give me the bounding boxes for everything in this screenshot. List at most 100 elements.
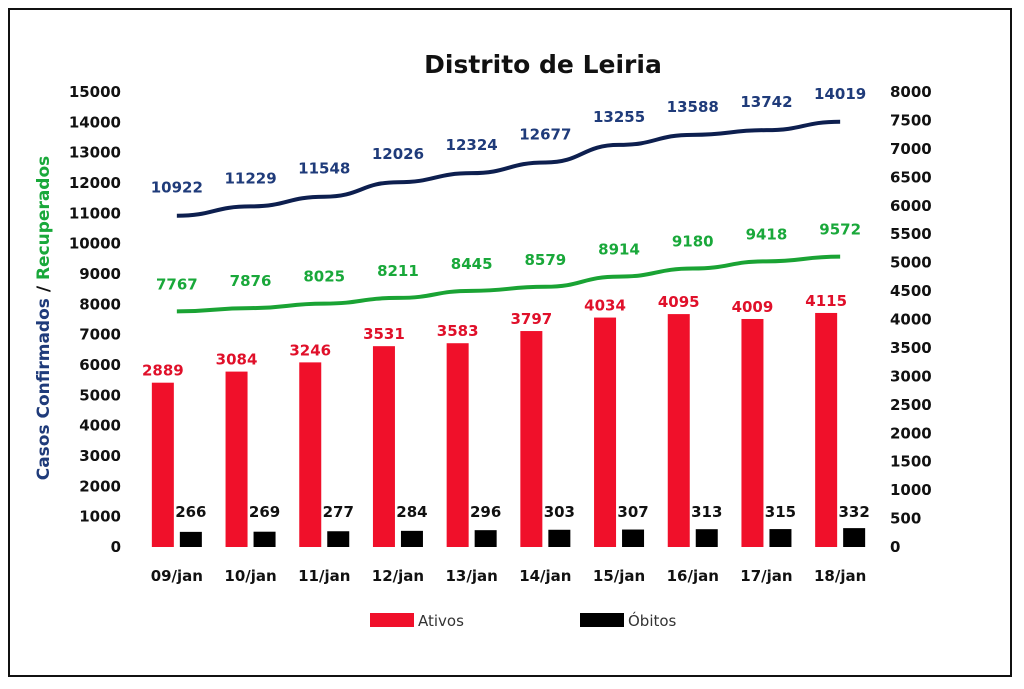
- bar-ativos: [594, 317, 617, 547]
- right-tick-label: 500: [890, 510, 921, 528]
- data-label-recuperados: 8445: [451, 255, 493, 273]
- left-tick-label: 2000: [79, 477, 121, 495]
- data-label-obitos: 315: [765, 503, 796, 521]
- bar-ativos: [520, 331, 543, 547]
- data-label-casos-confirmados: 11229: [224, 169, 276, 187]
- data-label-obitos: 277: [323, 503, 354, 521]
- data-label-obitos: 269: [249, 503, 280, 521]
- left-y-axis: 0 1000 2000 3000 4000 5000 6000 7000 8000 9000 100…: [69, 83, 121, 556]
- right-tick-label: 6500: [890, 168, 932, 186]
- bar-obitos: [622, 529, 645, 547]
- line-recuperados: [176, 254, 841, 314]
- y-axis-label-part: Recuperados: [34, 156, 54, 280]
- bar-ativos: [372, 346, 395, 547]
- left-tick-label: 14000: [69, 113, 121, 131]
- x-category-label: 12/jan: [372, 567, 424, 585]
- right-tick-label: 4000: [890, 311, 932, 329]
- left-tick-label: 13000: [69, 144, 121, 162]
- bar-obitos: [695, 529, 718, 547]
- bar-ativos: [225, 371, 248, 547]
- left-tick-label: 8000: [79, 295, 121, 313]
- right-tick-label: 1500: [890, 453, 932, 471]
- bar-obitos: [179, 531, 202, 547]
- right-tick-label: 7500: [890, 111, 932, 129]
- chart-title: Distrito de Leiria: [424, 50, 662, 79]
- left-tick-label: 3000: [79, 447, 121, 465]
- data-label-recuperados: 9180: [672, 233, 714, 251]
- right-tick-label: 7000: [890, 140, 932, 158]
- x-category-label: 17/jan: [740, 567, 792, 585]
- right-tick-label: 2500: [890, 396, 932, 414]
- data-label-ativos: 4034: [584, 297, 626, 315]
- left-tick-label: 11000: [69, 204, 121, 222]
- data-label-casos-confirmados: 13742: [740, 93, 792, 111]
- data-label-obitos: 284: [396, 503, 427, 521]
- data-label-casos-confirmados: 14019: [814, 85, 866, 103]
- x-category-label: 14/jan: [519, 567, 571, 585]
- data-label-casos-confirmados: 11548: [298, 160, 350, 178]
- data-label-ativos: 3531: [363, 325, 405, 343]
- x-category-label: 10/jan: [224, 567, 276, 585]
- left-tick-label: 1000: [79, 508, 121, 526]
- legend-swatch-ativos: [370, 613, 414, 627]
- x-axis-categories: 09/jan 10/jan 11/jan 12/jan 13/jan 14/jan 15/j…: [151, 567, 867, 585]
- data-label-ativos: 4115: [805, 292, 847, 310]
- left-tick-label: 0: [111, 538, 121, 556]
- data-label-ativos: 4009: [732, 298, 774, 316]
- data-label-recuperados: 8211: [377, 262, 419, 280]
- y-axis-label: Casos Confirmados / Recuperados: [34, 156, 54, 481]
- legend-swatch-obitos: [580, 613, 624, 627]
- data-label-ativos: 3084: [216, 351, 258, 369]
- right-tick-label: 0: [890, 538, 900, 556]
- right-tick-label: 1000: [890, 481, 932, 499]
- chart-frame: [8, 8, 1012, 677]
- data-label-recuperados: 7767: [156, 275, 198, 293]
- right-tick-label: 2000: [890, 424, 932, 442]
- x-category-label: 18/jan: [814, 567, 866, 585]
- bar-ativos: [741, 318, 764, 547]
- bar-obitos: [327, 531, 350, 547]
- right-y-axis: 0 500 1000 1500 2000 2500 3000 3500 4000 4500 5000…: [890, 83, 932, 556]
- left-tick-label: 10000: [69, 235, 121, 253]
- data-label-ativos: 2889: [142, 362, 184, 380]
- data-label-obitos: 307: [617, 503, 648, 521]
- x-category-label: 09/jan: [151, 567, 203, 585]
- data-label-obitos: 266: [175, 503, 206, 521]
- data-label-casos-confirmados: 12324: [446, 136, 498, 154]
- lines: [176, 119, 841, 314]
- bars: [151, 312, 866, 547]
- data-label-ativos: 3583: [437, 322, 479, 340]
- right-tick-label: 5500: [890, 225, 932, 243]
- right-tick-label: 6000: [890, 197, 932, 215]
- data-label-casos-confirmados: 10922: [151, 179, 203, 197]
- data-label-casos-confirmados: 13588: [667, 98, 719, 116]
- bar-ativos: [667, 314, 690, 547]
- data-label-recuperados: 8025: [303, 268, 345, 286]
- left-tick-label: 12000: [69, 174, 121, 192]
- data-label-ativos: 3797: [510, 310, 552, 328]
- bar-obitos: [400, 530, 423, 547]
- right-tick-label: 5000: [890, 254, 932, 272]
- bar-ativos: [815, 312, 838, 547]
- data-labels: 2889 266 3084 269 3246 277 3531 284 3583 296 3797 3…: [142, 85, 870, 521]
- left-tick-label: 5000: [79, 386, 121, 404]
- data-label-recuperados: 8579: [524, 251, 566, 269]
- bar-obitos: [548, 529, 571, 547]
- bar-ativos: [446, 343, 469, 547]
- left-tick-label: 7000: [79, 326, 121, 344]
- bar-obitos: [843, 528, 866, 547]
- data-label-ativos: 3246: [289, 341, 331, 359]
- data-label-recuperados: 9418: [746, 225, 788, 243]
- x-category-label: 11/jan: [298, 567, 350, 585]
- data-label-ativos: 4095: [658, 293, 700, 311]
- bar-obitos: [253, 531, 276, 547]
- right-tick-label: 4500: [890, 282, 932, 300]
- data-label-obitos: 296: [470, 503, 501, 521]
- data-label-casos-confirmados: 12677: [519, 125, 571, 143]
- data-label-obitos: 313: [691, 503, 722, 521]
- x-category-label: 16/jan: [667, 567, 719, 585]
- x-category-label: 13/jan: [446, 567, 498, 585]
- y-axis-label-part: Casos Confirmados: [34, 298, 54, 480]
- line-casos-confirmados: [176, 119, 841, 218]
